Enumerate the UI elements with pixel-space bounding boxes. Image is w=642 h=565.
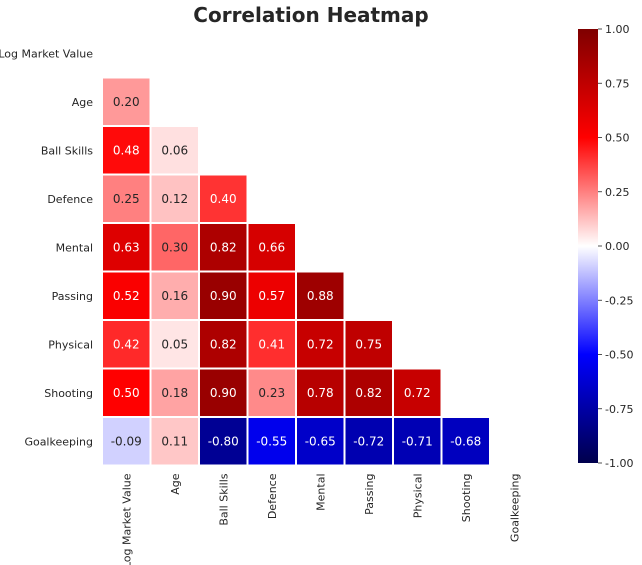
cell-value-label: 0.90 <box>210 289 237 303</box>
heatmap-cell <box>101 367 152 418</box>
y-tick-label: Mental <box>56 241 93 254</box>
x-tick-label: Log Market Value <box>120 473 133 565</box>
colorbar: 1.00 0.75 0.50 0.25 0.00 -0.25 -0.50 -0.75 -1.00 <box>578 23 633 470</box>
x-tick-label: Age <box>169 473 182 495</box>
cell-value-label: 0.40 <box>210 192 237 206</box>
cell-value-label: 0.72 <box>404 386 431 400</box>
cell-value-label: -0.71 <box>402 434 433 448</box>
cell-value-label: 0.42 <box>113 337 140 351</box>
cell-value-label: 0.82 <box>210 337 237 351</box>
y-tick-label: Defence <box>47 193 93 206</box>
y-axis-tick-labels: Log Market Value Age Ball Skills Defence Men… <box>0 47 93 448</box>
y-tick-label: Goalkeeping <box>24 435 93 448</box>
cell-value-label: 0.30 <box>161 240 188 254</box>
cell-value-label: 0.25 <box>113 192 140 206</box>
colorbar-tick-label: -0.50 <box>605 349 633 362</box>
cell-value-label: 0.78 <box>307 386 334 400</box>
y-tick-label: Log Market Value <box>0 47 93 60</box>
cell-value-label: 0.90 <box>210 386 237 400</box>
cell-value-label: -0.80 <box>208 434 239 448</box>
cell-value-label: 0.41 <box>258 337 285 351</box>
heatmap-cell <box>246 319 297 370</box>
heatmap-cell <box>101 416 152 467</box>
cell-value-label: 0.63 <box>113 240 140 254</box>
cell-value-label: 0.20 <box>113 95 140 109</box>
y-tick-label: Passing <box>52 290 93 303</box>
cell-value-label: 0.11 <box>161 434 188 448</box>
x-tick-label: Passing <box>363 474 376 515</box>
cell-value-label: -0.65 <box>305 434 336 448</box>
heatmap-cell <box>246 270 297 321</box>
cell-value-label: 0.48 <box>113 143 140 157</box>
chart-title: Correlation Heatmap <box>193 3 428 27</box>
cell-value-label: -0.72 <box>353 434 384 448</box>
y-tick-label: Ball Skills <box>41 144 93 157</box>
cell-value-label: 0.57 <box>258 289 285 303</box>
cell-value-label: 0.82 <box>355 386 382 400</box>
cell-value-label: 0.52 <box>113 289 140 303</box>
cell-value-label: 0.75 <box>355 337 382 351</box>
x-tick-label: Shooting <box>460 474 473 523</box>
cell-value-label: -0.55 <box>256 434 287 448</box>
x-tick-label: Ball Skills <box>217 473 230 525</box>
x-tick-label: Goalkeeping <box>508 474 521 543</box>
heatmap-cell <box>392 416 443 467</box>
colorbar-tick-label: -1.00 <box>605 457 633 470</box>
cell-value-label: 0.16 <box>161 289 188 303</box>
cell-value-label: 0.18 <box>161 386 188 400</box>
heatmap-cell <box>149 367 200 418</box>
colorbar-tick-label: 1.00 <box>605 23 630 36</box>
heatmap-cell <box>440 416 491 467</box>
cell-value-label: -0.09 <box>111 434 142 448</box>
y-tick-label: Shooting <box>44 387 93 400</box>
x-axis-tick-labels: Log Market Value Age Ball Skills Defence Men… <box>120 473 521 565</box>
cell-value-label: -0.68 <box>450 434 481 448</box>
cell-value-label: 0.72 <box>307 337 334 351</box>
colorbar-tick-label: -0.75 <box>605 403 633 416</box>
heatmap-cell <box>198 416 249 467</box>
colorbar-tick-label: 0.00 <box>605 240 630 253</box>
x-tick-label: Defence <box>266 473 279 519</box>
heatmap-cell <box>149 270 200 321</box>
colorbar-tick-label: 0.50 <box>605 132 630 145</box>
cell-value-label: 0.23 <box>258 386 285 400</box>
y-tick-label: Age <box>72 96 94 109</box>
cell-value-label: 0.05 <box>161 337 188 351</box>
heatmap-cell <box>343 367 394 418</box>
cell-value-label: 0.06 <box>161 143 188 157</box>
colorbar-tick-label: -0.25 <box>605 294 633 307</box>
cell-value-label: 0.66 <box>258 240 285 254</box>
colorbar-gradient <box>578 29 598 463</box>
heatmap-cells: 0.20 0.48 0.06 0.25 0.12 0.40 0.63 0.30 0.82 0.66… <box>101 76 491 467</box>
cell-value-label: 0.12 <box>161 192 188 206</box>
colorbar-tick-label: 0.75 <box>605 77 630 90</box>
heatmap-cell <box>149 319 200 370</box>
heatmap-cell <box>295 319 346 370</box>
x-tick-label: Mental <box>314 474 327 511</box>
heatmap-cell <box>149 222 200 273</box>
heatmap-cell <box>343 319 394 370</box>
cell-value-label: 0.50 <box>113 386 140 400</box>
y-tick-label: Physical <box>48 338 93 351</box>
heatmap-cell <box>198 173 249 224</box>
heatmap-cell <box>343 416 394 467</box>
heatmap-cell <box>246 222 297 273</box>
colorbar-tick-label: 0.25 <box>605 186 630 199</box>
cell-value-label: 0.88 <box>307 289 334 303</box>
x-tick-label: Physical <box>411 474 424 519</box>
cell-value-label: 0.82 <box>210 240 237 254</box>
heatmap-cell <box>101 319 152 370</box>
